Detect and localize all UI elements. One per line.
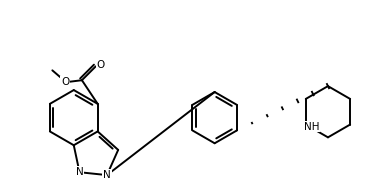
Text: O: O <box>96 60 105 70</box>
Text: O: O <box>61 77 69 87</box>
Text: NH: NH <box>304 121 319 132</box>
Text: N: N <box>76 167 83 177</box>
Text: N: N <box>103 170 111 180</box>
